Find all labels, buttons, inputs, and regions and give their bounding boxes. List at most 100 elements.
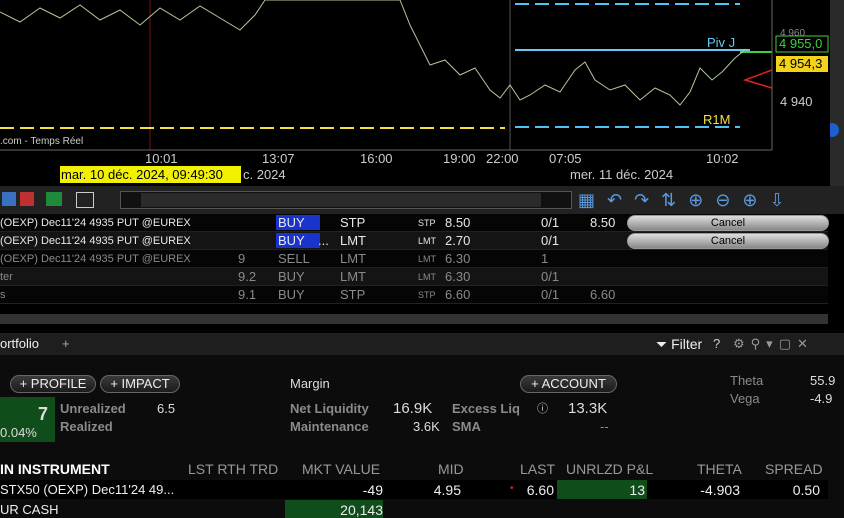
- time-label: 10:01: [145, 151, 178, 166]
- order-cell: 6.30: [445, 269, 471, 284]
- button-label[interactable]: PROFILE: [30, 376, 87, 391]
- order-cell: LMT: [340, 233, 366, 248]
- profile-button[interactable]: + PROFILE: [10, 375, 96, 393]
- column-header: MID: [438, 461, 464, 477]
- filter-label[interactable]: Filter: [671, 336, 703, 352]
- plus: +: [19, 376, 28, 391]
- order-cell: 2.70: [445, 233, 471, 248]
- action-box: [276, 215, 320, 230]
- pnl-cell-bg: [557, 480, 647, 499]
- column-header: LAST: [520, 461, 556, 477]
- label: Net Liquidity: [290, 401, 369, 416]
- order-row: (OEXP) Dec11'24 4935 PUT @EUREX BUY STP STP…: [0, 214, 829, 232]
- button-label[interactable]: ACCOUNT: [541, 376, 606, 391]
- order-cell: 6.30: [445, 251, 471, 266]
- order-cell: (OEXP) Dec11'24 4935 PUT @EUREX: [0, 253, 191, 265]
- button-label[interactable]: IMPACT: [121, 376, 170, 391]
- positions-table: IN INSTRUMENT LST RTH TRD MKT VALUE MID LAST…: [0, 460, 844, 518]
- order-cell: 0/1: [541, 233, 560, 248]
- order-cell: 8.50: [445, 215, 471, 230]
- column-header: MKT VALUE: [302, 461, 381, 477]
- order-cell: STP: [418, 290, 436, 300]
- column-header: IN INSTRUMENT: [0, 461, 110, 477]
- toolbar-icons[interactable]: ▦↶↷⇅⊕⊖⊕⇩: [578, 190, 797, 210]
- order-cell: SELL: [278, 251, 310, 266]
- column-header: UNRLZD P&L: [566, 461, 654, 477]
- value: --: [600, 419, 609, 434]
- order-cell: STP: [340, 287, 366, 302]
- order-cell: (OEXP) Dec11'24 4935 PUT @EUREX: [0, 235, 191, 247]
- time-label: 10:02: [706, 151, 739, 166]
- position-cell: 6.60: [526, 482, 554, 498]
- account-button[interactable]: + ACCOUNT: [520, 375, 617, 393]
- column-header: THETA: [697, 461, 742, 477]
- pnl-pct: 0.04%: [0, 425, 37, 440]
- instrument: UR CASH: [0, 502, 59, 517]
- position-cell: -49: [362, 482, 383, 498]
- scroll-bar[interactable]: [120, 191, 572, 209]
- filter-button[interactable]: ⏷ Filter: [656, 336, 703, 352]
- toolbar: ▦↶↷⇅⊕⊖⊕⇩: [0, 186, 844, 214]
- position-cell: 20,143: [340, 502, 383, 518]
- order-cell: LMT: [418, 272, 436, 282]
- price-label: 4 940: [780, 94, 813, 109]
- value: 16.9K: [393, 400, 433, 417]
- order-cell: BUY: [278, 287, 305, 302]
- date-label: c. 2024: [243, 167, 286, 182]
- date-label: mer. 11 déc. 2024: [570, 167, 674, 182]
- order-cell: 0/1: [541, 215, 560, 230]
- label: Theta: [730, 373, 764, 388]
- annotation-arrow: [742, 69, 773, 89]
- pnl-value: 7: [38, 404, 49, 424]
- order-row: (OEXP) Dec11'24 4935 PUT @EUREX 9 SELL LMT L…: [0, 250, 828, 268]
- position-cell: 0.50: [792, 482, 820, 498]
- price-label: 4 960: [780, 28, 806, 39]
- price-tag: [775, 35, 829, 53]
- level-label: R1M: [703, 112, 731, 127]
- cancel-button[interactable]: Cancel: [627, 215, 829, 231]
- order-cell: 9: [238, 251, 246, 266]
- plus: +: [531, 376, 539, 391]
- value: 6.5: [157, 401, 176, 416]
- info-icon[interactable]: ⓘ: [537, 403, 548, 415]
- position-cell: -4.903: [700, 482, 740, 498]
- position-cell: 4.95: [433, 482, 461, 498]
- value: -4.9: [810, 391, 833, 406]
- column-header: SPREAD: [765, 461, 823, 477]
- order-cell: ter: [0, 271, 13, 283]
- order-cell: BUY: [278, 269, 305, 284]
- scroll-bar[interactable]: [0, 314, 828, 324]
- panel-header: ortfolio + ⏷ Filter ? ⚙⚲▾▢✕: [0, 333, 844, 355]
- add-tab[interactable]: +: [62, 336, 70, 351]
- help-button[interactable]: ?: [713, 336, 721, 351]
- tab[interactable]: ortfolio: [0, 336, 40, 351]
- price-label: 4 955,0: [779, 36, 823, 51]
- cursor-date: mar. 10 déc. 2024, 09:49:30: [61, 167, 223, 182]
- time-label: 07:05: [549, 151, 582, 166]
- order-cell: LMT: [340, 251, 366, 266]
- cancel-button[interactable]: Cancel: [627, 233, 829, 249]
- panel-icons[interactable]: ⚙⚲▾▢✕: [733, 336, 814, 351]
- order-cell: LMT: [418, 236, 436, 246]
- label: Unrealized: [60, 401, 126, 416]
- price-label: 4 954,3: [779, 56, 823, 71]
- cursor-date-box: [60, 166, 241, 183]
- time-label: 16:00: [360, 151, 393, 166]
- order-row: ter 9.2 BUY LMT LMT 6.30 0/1: [0, 268, 828, 286]
- label: Realized: [60, 419, 113, 434]
- position-cell: 13: [629, 482, 645, 498]
- price-chart: [0, 0, 844, 186]
- order-cell: 6.60: [445, 287, 471, 302]
- value: 55.9: [810, 373, 836, 388]
- scroll-thumb[interactable]: [141, 193, 541, 207]
- column-header: LST RTH TRD: [188, 461, 279, 477]
- impact-button[interactable]: + IMPACT: [100, 375, 180, 393]
- order-row: (OEXP) Dec11'24 4935 PUT @EUREX BUY LMT LMT…: [0, 232, 829, 250]
- order-cell: STP: [418, 218, 436, 228]
- order-cell: 6.60: [590, 287, 616, 302]
- order-row: s 9.1 BUY STP STP 6.60 0/1 6.60: [0, 286, 828, 304]
- time-label: 19:00: [443, 151, 476, 166]
- order-cell: LMT: [418, 254, 436, 264]
- pnl-box: [0, 397, 55, 442]
